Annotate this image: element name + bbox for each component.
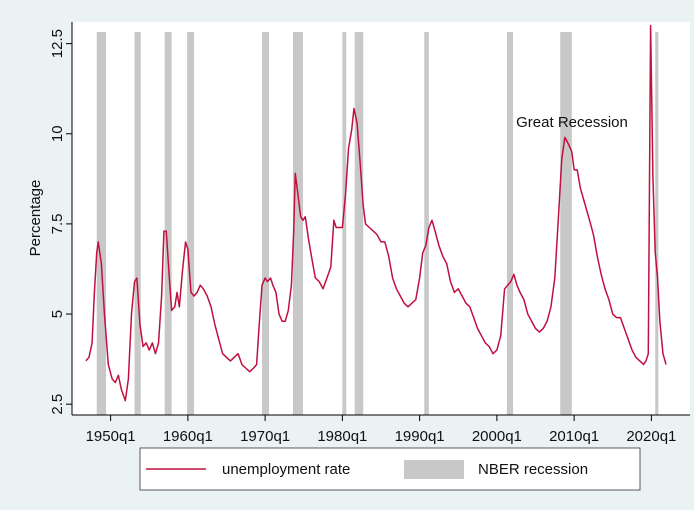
legend — [139, 447, 641, 491]
annotation: Great Recession — [516, 114, 628, 131]
legend-label: unemployment rate — [222, 461, 350, 478]
recession-bar — [164, 32, 172, 415]
recession-bar — [134, 32, 141, 415]
x-tick-label: 2010q1 — [549, 428, 599, 445]
recession-bar — [506, 32, 514, 415]
x-tick-label: 1950q1 — [86, 428, 136, 445]
y-axis-title: Percentage — [27, 180, 44, 257]
recession-bar — [262, 32, 269, 415]
recession-bar — [560, 32, 572, 415]
recession-bar — [96, 32, 106, 415]
y-tick-label: 5 — [49, 310, 66, 318]
y-tick-label: 7.5 — [49, 213, 66, 234]
recession-bar — [187, 32, 195, 415]
x-tick-label: 1990q1 — [395, 428, 445, 445]
plot-area — [72, 22, 690, 415]
recession-bar — [342, 32, 347, 415]
recession-bar — [292, 32, 303, 415]
y-tick-label: 10 — [49, 125, 66, 142]
recession-bar — [354, 32, 364, 415]
y-tick-label: 2.5 — [49, 394, 66, 415]
x-tick-label: 2000q1 — [472, 428, 522, 445]
recession-bar — [424, 32, 429, 415]
data-line — [85, 24, 667, 402]
legend-swatch — [404, 460, 464, 479]
x-tick-label: 1980q1 — [317, 428, 367, 445]
recession-bar — [655, 32, 659, 415]
x-tick-label: 2020q1 — [626, 428, 676, 445]
x-tick-label: 1970q1 — [240, 428, 290, 445]
legend-label: NBER recession — [478, 461, 588, 478]
x-tick-label: 1960q1 — [163, 428, 213, 445]
y-tick-label: 12.5 — [49, 29, 66, 58]
